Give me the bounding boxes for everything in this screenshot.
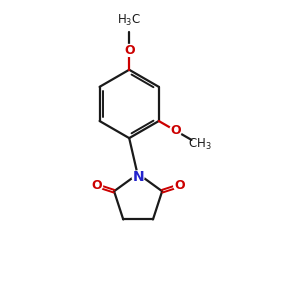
- Text: O: O: [174, 179, 185, 192]
- Text: H$_3$C: H$_3$C: [117, 13, 141, 28]
- Text: N: N: [132, 170, 144, 184]
- Circle shape: [132, 171, 144, 183]
- Text: O: O: [91, 179, 102, 192]
- Text: CH$_3$: CH$_3$: [188, 137, 212, 152]
- Text: O: O: [124, 44, 134, 57]
- Circle shape: [174, 180, 186, 191]
- Text: O: O: [170, 124, 181, 137]
- Circle shape: [91, 180, 103, 191]
- Circle shape: [169, 125, 181, 136]
- Circle shape: [123, 44, 135, 56]
